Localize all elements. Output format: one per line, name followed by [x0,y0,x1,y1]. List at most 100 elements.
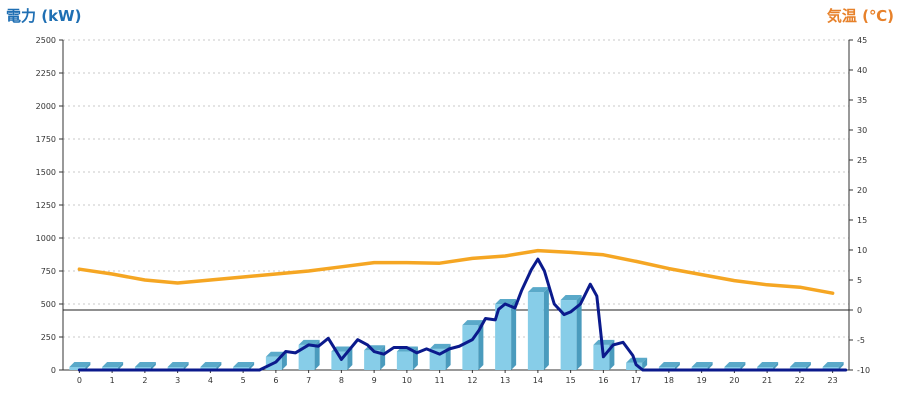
bar-top [462,320,484,326]
bar-top [298,339,320,345]
bar-top [724,362,746,367]
x-tick-label: 6 [273,376,278,385]
right-tick-label: 15 [857,216,867,225]
right-tick-label: 25 [857,156,867,165]
x-tick-label: 12 [467,376,477,385]
x-tick-label: 17 [631,376,641,385]
left-tick-label: 0 [51,366,56,375]
x-tick-label: 19 [697,376,707,385]
right-tick-label: 40 [857,66,867,75]
x-tick-label: 3 [175,376,180,385]
x-tick-label: 13 [500,376,510,385]
bar-top [658,362,680,367]
left-tick-label: 1500 [36,168,56,177]
bar-top [233,362,255,367]
x-tick-label: 11 [435,376,445,385]
bar [462,325,479,370]
right-tick-label: -10 [857,366,870,375]
right-tick-label: 5 [857,276,862,285]
bar-side [773,362,779,370]
bar-top [789,362,811,367]
x-tick-label: 23 [828,376,838,385]
left-tick-label: 2500 [36,36,56,45]
bar-top [167,362,189,367]
bar [560,300,577,370]
x-tick-label: 7 [306,376,311,385]
left-axis-title: 電力 (kW) [6,7,82,25]
bar-top [134,362,156,367]
bar [69,367,86,370]
bar-side [150,362,156,370]
bar [364,350,381,370]
bar-side [740,362,746,370]
right-tick-label: -5 [857,336,865,345]
bar [298,344,315,370]
right-axis-title: 気温 (℃) [826,7,894,25]
bar-top [691,362,713,367]
x-tick-label: 14 [533,376,543,385]
x-tick-label: 1 [110,376,115,385]
bar-side [838,362,844,370]
right-tick-label: 20 [857,186,867,195]
bar-side [805,362,811,370]
x-tick-label: 20 [729,376,739,385]
bar-top [626,357,648,363]
bar-side [543,287,549,370]
power-line [77,257,848,372]
x-tick-label: 2 [142,376,147,385]
bar [527,292,544,370]
left-tick-label: 1750 [36,135,56,144]
bar-top [69,362,91,367]
right-tick-label: 45 [857,36,867,45]
x-tick-label: 21 [762,376,772,385]
bar-side [183,362,189,370]
bar-top [593,339,615,345]
right-tick-label: 10 [857,246,867,255]
right-tick-label: 30 [857,126,867,135]
temperature-line [77,248,835,295]
bar [396,351,413,370]
x-tick-label: 8 [339,376,344,385]
bar-side [642,357,648,370]
bar [626,362,643,370]
bar-top [757,362,779,367]
x-tick-label: 9 [372,376,377,385]
right-tick-label: 0 [857,306,862,315]
bar-top [822,362,844,367]
right-tick-label: 35 [857,96,867,105]
bar-side [249,362,255,370]
x-tick-label: 16 [598,376,608,385]
x-tick-label: 4 [208,376,213,385]
left-tick-label: 2250 [36,69,56,78]
bar-top [102,362,124,367]
bar-side [118,362,124,370]
bar-top [495,299,517,304]
bar-side [707,362,713,370]
left-tick-label: 750 [41,267,56,276]
bar-top [200,362,222,367]
x-tick-label: 22 [795,376,805,385]
bar [593,344,610,370]
left-tick-label: 500 [41,300,56,309]
x-tick-label: 15 [566,376,576,385]
x-tick-label: 5 [241,376,246,385]
left-tick-label: 1000 [36,234,56,243]
bar-side [511,299,517,370]
bar [495,304,512,370]
x-tick-label: 0 [77,376,82,385]
x-tick-label: 10 [402,376,412,385]
bar-side [478,320,484,370]
bar-top [560,295,582,301]
bar-side [216,362,222,370]
left-tick-label: 250 [41,333,56,342]
bar-top [429,343,451,349]
bar-top [527,287,549,293]
bar-side [674,362,680,370]
x-tick-label: 18 [664,376,674,385]
bar-side [85,362,91,370]
left-tick-label: 1250 [36,201,56,210]
left-tick-label: 2000 [36,102,56,111]
bar-side [380,345,386,370]
bar-side [576,295,582,370]
